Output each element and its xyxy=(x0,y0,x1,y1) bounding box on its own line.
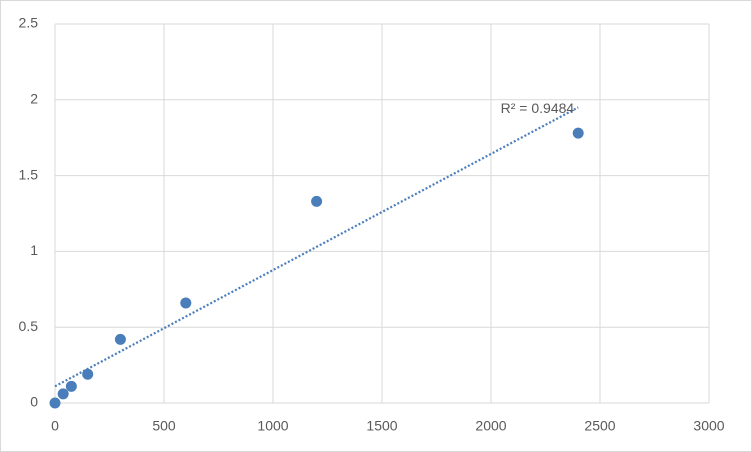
data-point xyxy=(49,397,61,409)
x-tick-label: 1500 xyxy=(366,418,397,434)
x-tick-label: 0 xyxy=(51,418,59,434)
y-tick-label: 1 xyxy=(30,242,38,258)
data-point xyxy=(180,297,192,309)
x-tick-label: 2000 xyxy=(475,418,506,434)
x-tick-label: 3000 xyxy=(693,418,724,434)
y-tick-label: 0 xyxy=(30,394,38,410)
y-tick-label: 2.5 xyxy=(19,15,39,31)
data-point xyxy=(114,333,126,345)
data-point xyxy=(65,380,77,392)
y-tick-label: 0.5 xyxy=(19,318,39,334)
trendline xyxy=(54,106,579,388)
data-point xyxy=(311,195,323,207)
data-point xyxy=(572,127,584,139)
data-point xyxy=(57,388,69,400)
y-tick-label: 2 xyxy=(30,91,38,107)
trendline-label: R² = 0.9484 xyxy=(501,100,575,116)
y-tick-label: 1.5 xyxy=(19,166,39,182)
data-point xyxy=(82,368,94,380)
x-tick-label: 2500 xyxy=(584,418,615,434)
x-tick-label: 1000 xyxy=(257,418,288,434)
x-tick-label: 500 xyxy=(152,418,176,434)
